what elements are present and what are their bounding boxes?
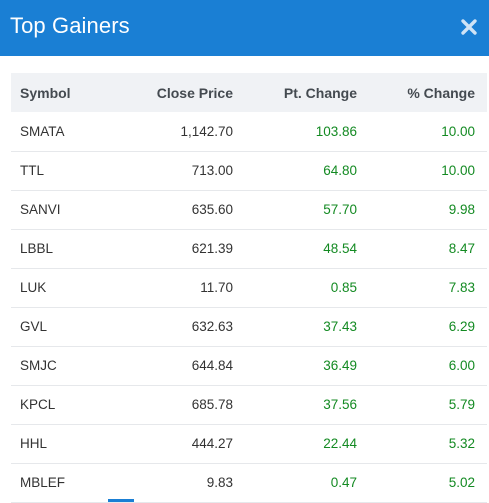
pct-change-cell: 5.79 — [357, 385, 487, 425]
pt-change-cell: 57.70 — [233, 190, 357, 230]
symbol-cell[interactable]: SMJC — [11, 346, 120, 386]
close-price-cell: 9.83 — [120, 463, 233, 503]
close-price-cell: 11.70 — [120, 268, 233, 308]
close-price-cell: 632.63 — [120, 307, 233, 347]
column-header-close-price[interactable]: Close Price — [156, 84, 233, 101]
pt-change-cell: 0.47 — [233, 463, 357, 503]
column-header-pct-change[interactable]: % Change — [407, 84, 475, 101]
pct-change-cell: 6.29 — [357, 307, 487, 347]
pct-change-cell: 5.32 — [357, 424, 487, 464]
table-row[interactable]: KPCL 685.78 37.56 5.79 — [11, 385, 487, 425]
pct-change-cell: 7.83 — [357, 268, 487, 308]
symbol-cell[interactable]: KPCL — [11, 385, 120, 425]
modal-title: Top Gainers — [10, 13, 130, 38]
pct-change-cell: 10.00 — [357, 151, 487, 191]
modal-header: Top Gainers — [0, 0, 489, 56]
symbol-cell[interactable]: MBLEF — [11, 463, 120, 503]
pt-change-cell: 64.80 — [233, 151, 357, 191]
pt-change-cell: 36.49 — [233, 346, 357, 386]
close-price-cell: 444.27 — [120, 424, 233, 464]
symbol-cell[interactable]: GVL — [11, 307, 120, 347]
pt-change-cell: 22.44 — [233, 424, 357, 464]
symbol-cell[interactable]: SMATA — [11, 112, 120, 152]
symbol-cell[interactable]: LBBL — [11, 229, 120, 269]
pct-change-cell: 10.00 — [357, 112, 487, 152]
table-row[interactable]: SANVI 635.60 57.70 9.98 — [11, 190, 487, 230]
close-price-cell: 685.78 — [120, 385, 233, 425]
close-icon — [461, 19, 477, 35]
close-button[interactable] — [459, 16, 479, 38]
table-row[interactable]: TTL 713.00 64.80 10.00 — [11, 151, 487, 191]
table-header-row: Symbol Close Price Pt. Change % Change — [11, 73, 487, 112]
table-row[interactable]: SMATA 1,142.70 103.86 10.00 — [11, 112, 487, 152]
close-price-cell: 713.00 — [120, 151, 233, 191]
table-row[interactable]: HHL 444.27 22.44 5.32 — [11, 424, 487, 464]
pt-change-cell: 0.85 — [233, 268, 357, 308]
pt-change-cell: 37.43 — [233, 307, 357, 347]
close-price-cell: 1,142.70 — [120, 112, 233, 152]
close-price-cell: 644.84 — [120, 346, 233, 386]
pt-change-cell: 37.56 — [233, 385, 357, 425]
gainers-table-container: Symbol Close Price Pt. Change % Change S… — [11, 73, 487, 503]
symbol-cell[interactable]: HHL — [11, 424, 120, 464]
column-header-symbol[interactable]: Symbol — [20, 84, 71, 101]
close-price-cell: 621.39 — [120, 229, 233, 269]
pt-change-cell: 48.54 — [233, 229, 357, 269]
table-row[interactable]: LBBL 621.39 48.54 8.47 — [11, 229, 487, 269]
symbol-cell[interactable]: TTL — [11, 151, 120, 191]
column-header-pt-change[interactable]: Pt. Change — [283, 84, 357, 101]
pct-change-cell: 8.47 — [357, 229, 487, 269]
table-row[interactable]: SMJC 644.84 36.49 6.00 — [11, 346, 487, 386]
close-price-cell: 635.60 — [120, 190, 233, 230]
scroll-indicator[interactable] — [108, 499, 134, 502]
table-row[interactable]: GVL 632.63 37.43 6.29 — [11, 307, 487, 347]
pct-change-cell: 6.00 — [357, 346, 487, 386]
table-row[interactable]: LUK 11.70 0.85 7.83 — [11, 268, 487, 308]
table-header: Symbol Close Price Pt. Change % Change — [11, 73, 487, 112]
pct-change-cell: 5.02 — [357, 463, 487, 503]
symbol-cell[interactable]: LUK — [11, 268, 120, 308]
table-row[interactable]: MBLEF 9.83 0.47 5.02 — [11, 463, 487, 503]
pt-change-cell: 103.86 — [233, 112, 357, 152]
gainers-table: Symbol Close Price Pt. Change % Change S… — [11, 73, 487, 503]
symbol-cell[interactable]: SANVI — [11, 190, 120, 230]
table-body: SMATA 1,142.70 103.86 10.00 TTL 713.00 64.80 10… — [11, 112, 487, 503]
pct-change-cell: 9.98 — [357, 190, 487, 230]
